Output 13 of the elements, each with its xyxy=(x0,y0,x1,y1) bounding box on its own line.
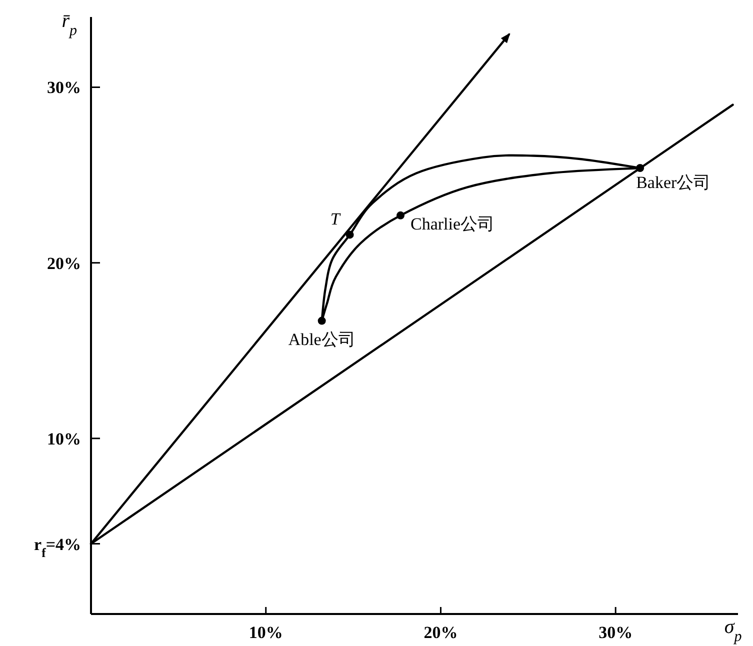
annotation: Baker公司 xyxy=(636,173,711,192)
y-tick-label: r$_{f}$=4% xyxy=(34,534,81,560)
y-tick-label: 10% xyxy=(47,429,81,448)
annotation: Able公司 xyxy=(288,330,356,349)
y-axis-title: r̄$_{p}$ xyxy=(62,10,78,39)
x-axis-title: σ$_{p}$ xyxy=(724,616,742,645)
annotation: T xyxy=(330,210,342,229)
annotation: Charlie公司 xyxy=(410,214,495,234)
x-tick-label: 20% xyxy=(424,623,458,642)
x-tick-label: 30% xyxy=(598,623,633,642)
x-tick-label: 10% xyxy=(248,623,283,642)
y-tick-label: 20% xyxy=(47,254,81,273)
y-tick-label: 30% xyxy=(47,78,81,98)
